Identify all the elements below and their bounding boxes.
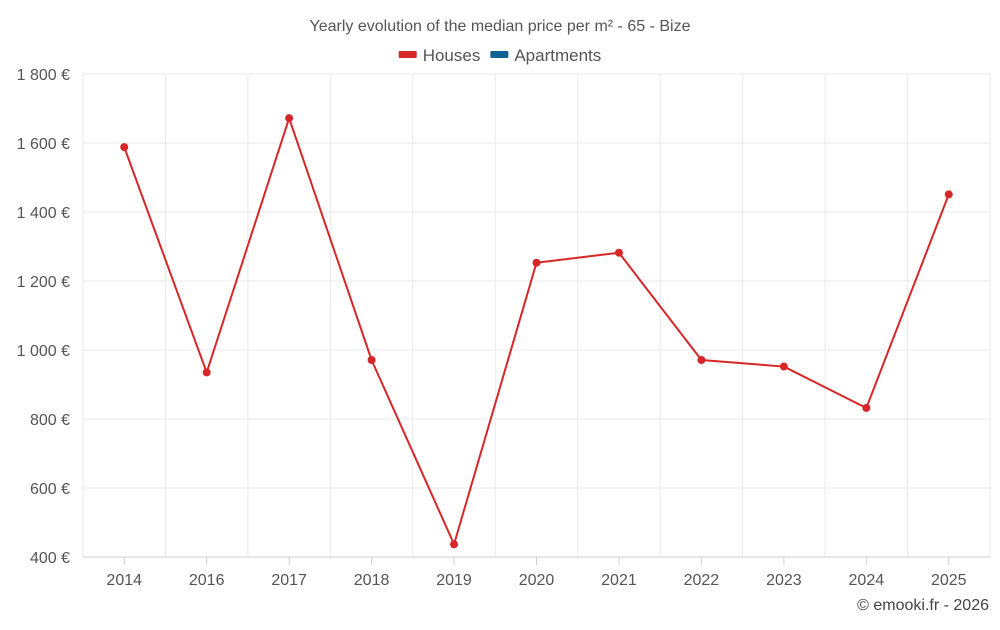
y-tick-label: 1 600 €: [17, 136, 70, 153]
data-point-houses[interactable]: [450, 540, 459, 549]
data-point-houses[interactable]: [862, 403, 871, 412]
x-tick-label: 2023: [766, 572, 802, 589]
legend-label: Apartments: [514, 46, 601, 65]
y-tick-label: 1 800 €: [17, 67, 70, 84]
y-tick-label: 1 400 €: [17, 205, 70, 222]
axes: 400 € 600 € 800 € 1 000 € 1 200 € 1 400 € 1 60…: [17, 67, 990, 589]
data-point-houses[interactable]: [779, 362, 788, 371]
data-point-houses[interactable]: [944, 190, 953, 199]
x-tick-label: 2016: [189, 572, 225, 589]
series: [120, 114, 953, 549]
x-tick-label: 2020: [519, 572, 555, 589]
data-point-houses[interactable]: [532, 258, 541, 267]
y-tick-label: 600 €: [30, 481, 70, 498]
x-tick-label: 2022: [684, 572, 720, 589]
data-point-houses[interactable]: [697, 356, 706, 365]
legend-label: Houses: [423, 46, 481, 65]
y-tick-label: 1 000 €: [17, 343, 70, 360]
legend: Houses Apartments: [398, 46, 601, 65]
legend-swatch: [398, 51, 417, 58]
chart-title: Yearly evolution of the median price per…: [310, 18, 691, 35]
y-tick-label: 400 €: [30, 550, 70, 567]
x-tick-label: 2021: [601, 572, 637, 589]
data-point-houses[interactable]: [120, 143, 129, 152]
data-point-houses[interactable]: [367, 356, 376, 365]
x-tick-label: 2024: [849, 572, 885, 589]
x-tick-label: 2014: [106, 572, 142, 589]
data-point-houses[interactable]: [285, 114, 294, 123]
data-point-houses[interactable]: [202, 368, 211, 377]
legend-item-apartments[interactable]: Apartments: [490, 46, 601, 65]
y-tick-label: 800 €: [30, 412, 70, 429]
y-tick-label: 1 200 €: [17, 274, 70, 291]
x-tick-label: 2019: [436, 572, 472, 589]
grid: [82, 73, 991, 557]
x-tick-label: 2017: [271, 572, 307, 589]
data-point-houses[interactable]: [614, 248, 623, 257]
x-tick-label: 2025: [931, 572, 967, 589]
legend-swatch: [490, 51, 509, 58]
legend-item-houses[interactable]: Houses: [398, 46, 481, 65]
credit-text: © emooki.fr - 2026: [857, 597, 989, 614]
x-tick-label: 2018: [354, 572, 390, 589]
